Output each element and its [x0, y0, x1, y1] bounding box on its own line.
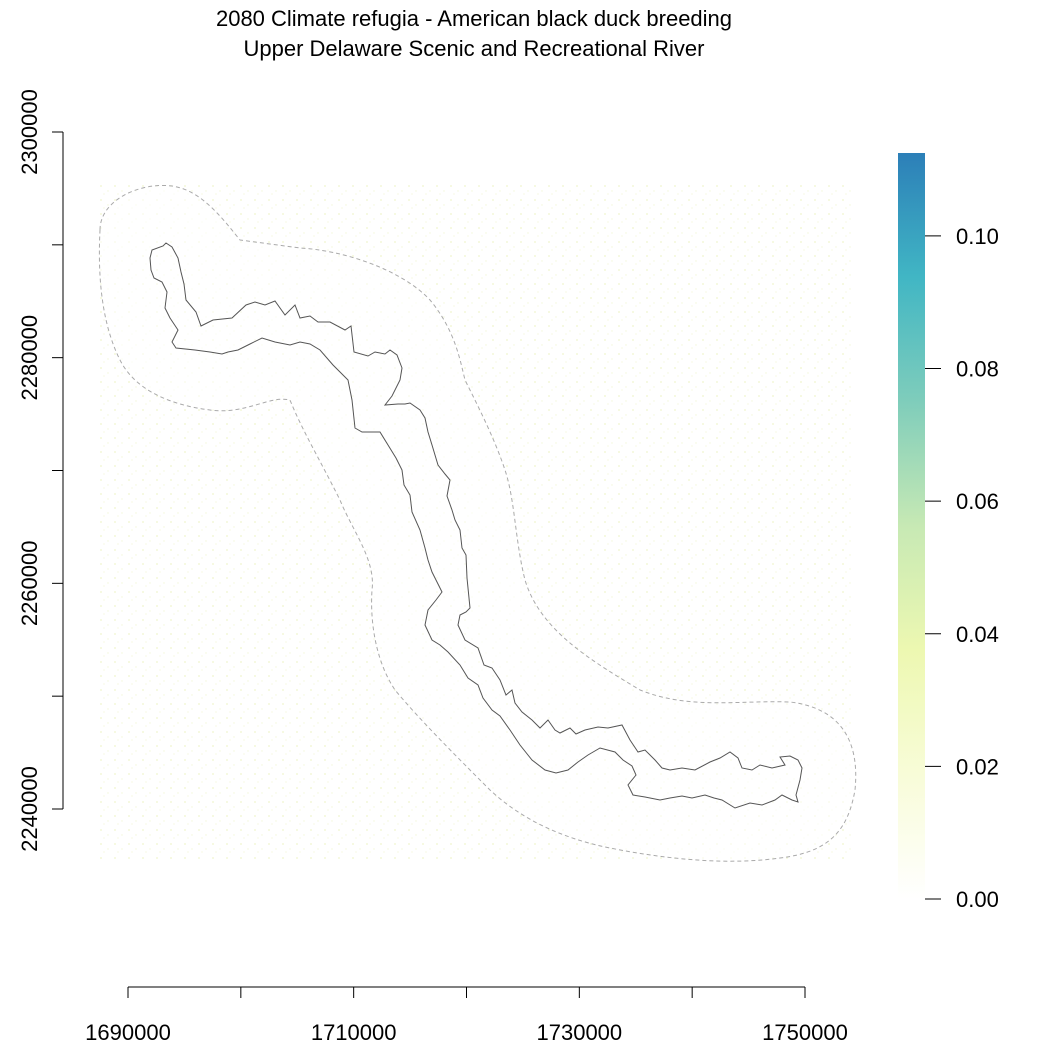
y-axis: 2240000 2260000 2280000 2300000 [17, 89, 64, 852]
legend-tick-label: 0.02 [956, 754, 999, 779]
color-legend: 0.00 0.02 0.04 0.06 0.08 0.10 [898, 153, 999, 912]
x-axis: 1690000 1710000 1730000 1750000 [85, 986, 848, 1045]
y-tick-label: 2240000 [17, 766, 42, 852]
y-tick-label: 2260000 [17, 541, 42, 627]
legend-tick-label: 0.10 [956, 224, 999, 249]
x-tick-label: 1710000 [311, 1020, 397, 1045]
x-tick-label: 1730000 [537, 1020, 623, 1045]
chart-title-line-1: 2080 Climate refugia - American black du… [216, 6, 732, 31]
legend-tick-label: 0.04 [956, 622, 999, 647]
y-tick-label: 2300000 [17, 89, 42, 175]
park-boundary [149, 242, 803, 809]
y-tick-label: 2280000 [17, 315, 42, 401]
legend-tick-label: 0.06 [956, 489, 999, 514]
legend-color-bar [898, 153, 925, 899]
x-tick-label: 1750000 [762, 1020, 848, 1045]
legend-tick-label: 0.08 [956, 357, 999, 382]
x-tick-label: 1690000 [85, 1020, 171, 1045]
chart-title-line-2: Upper Delaware Scenic and Recreational R… [243, 36, 704, 61]
legend-tick-label: 0.00 [956, 887, 999, 912]
park-buffer-outline [98, 184, 857, 862]
